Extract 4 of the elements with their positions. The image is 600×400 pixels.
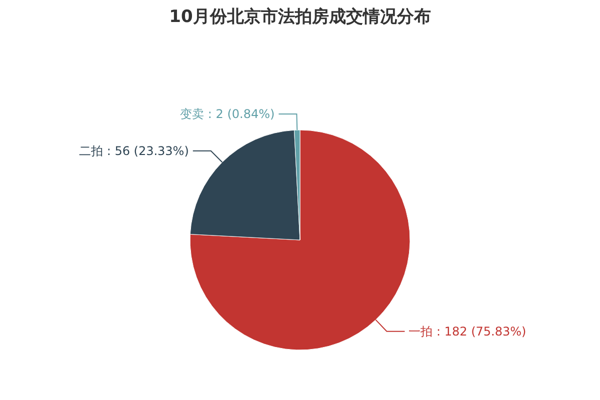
slice-label: 变卖 : 2 (0.84%) <box>180 107 275 122</box>
slice-label: 一拍 : 182 (75.83%) <box>408 324 526 338</box>
slice-label: 二拍 : 56 (23.33%) <box>79 144 189 158</box>
chart-title: 10月份北京市法拍房成交情况分布 <box>169 7 431 27</box>
